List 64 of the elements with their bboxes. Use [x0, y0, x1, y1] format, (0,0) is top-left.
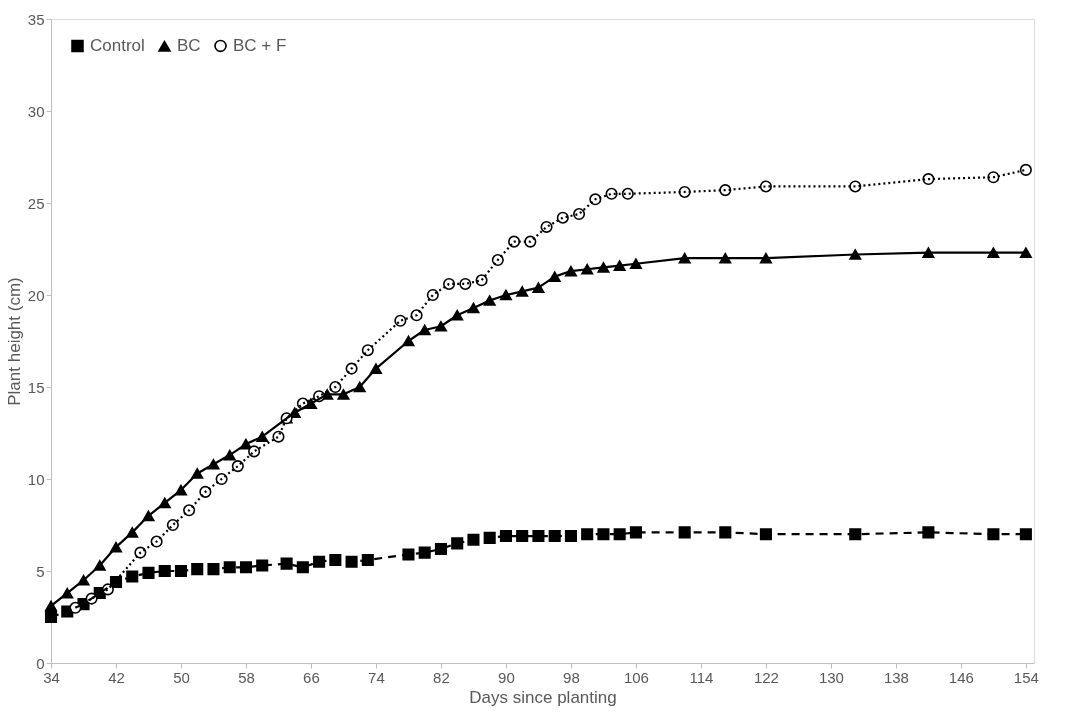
y-tick-label: 15	[27, 378, 45, 396]
point	[759, 252, 772, 264]
y-tick-label: 25	[27, 194, 45, 212]
x-tick-label: 154	[1013, 668, 1039, 686]
point	[296, 561, 309, 574]
point	[44, 610, 58, 624]
x-tick-label: 74	[368, 668, 385, 686]
x-tick-label: 58	[238, 668, 255, 686]
point	[434, 320, 447, 332]
point	[126, 570, 139, 583]
point	[142, 566, 155, 579]
point	[678, 252, 691, 264]
x-tick-label: 146	[948, 668, 974, 686]
x-tick-label: 34	[43, 668, 60, 686]
x-tick-label: 50	[173, 668, 190, 686]
point	[183, 504, 196, 517]
x-tick-label: 138	[883, 668, 909, 686]
point	[499, 530, 512, 543]
point	[613, 528, 626, 541]
point	[158, 564, 171, 578]
point	[548, 530, 561, 543]
point	[516, 530, 529, 543]
point	[849, 528, 862, 541]
y-axis-title: Plant height (cm)	[4, 277, 24, 406]
point	[719, 252, 732, 264]
point	[532, 530, 545, 543]
x-tick-label: 106	[623, 668, 649, 686]
point	[621, 187, 634, 200]
y-tick-label: 35	[27, 10, 45, 28]
x-tick-label: 82	[433, 668, 450, 686]
legend-label: BC + F	[233, 35, 287, 55]
y-tick-label: 20	[27, 286, 45, 304]
point	[394, 314, 407, 327]
point	[434, 542, 447, 555]
x-tick-label: 90	[498, 668, 515, 686]
point	[1019, 163, 1032, 176]
y-tick-label: 0	[36, 654, 45, 672]
point	[207, 563, 220, 576]
x-tick-label: 42	[108, 668, 125, 686]
y-tick-label: 10	[27, 470, 45, 488]
x-tick-label: 98	[563, 668, 580, 686]
point	[1019, 528, 1032, 541]
point	[337, 389, 350, 400]
x-tick-label: 66	[303, 668, 320, 686]
y-tick-label: 5	[36, 562, 45, 580]
point	[418, 546, 431, 559]
point	[256, 559, 269, 572]
point	[451, 537, 464, 550]
point	[629, 526, 642, 539]
y-tick-label: 30	[27, 102, 45, 120]
point	[1019, 247, 1032, 259]
legend-label: BC	[177, 36, 201, 56]
point	[361, 553, 374, 566]
point	[231, 460, 244, 473]
x-tick-label: 122	[753, 668, 779, 686]
legend-label: Control	[90, 35, 145, 55]
point	[313, 555, 326, 568]
point	[239, 561, 253, 574]
x-axis-title: Days since planting	[469, 687, 617, 707]
x-tick-label: 114	[689, 668, 714, 686]
x-tick-label: 130	[818, 668, 844, 686]
point	[280, 557, 293, 570]
point	[223, 561, 236, 574]
point	[597, 528, 610, 541]
